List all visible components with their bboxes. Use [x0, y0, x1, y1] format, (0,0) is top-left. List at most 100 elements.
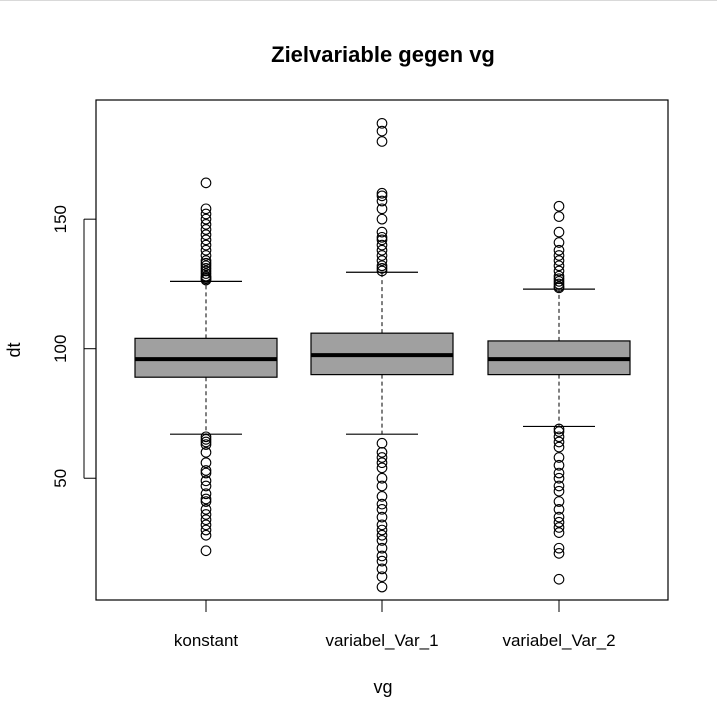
outlier-point — [200, 255, 212, 266]
outlier-point — [553, 459, 565, 471]
outlier-point — [553, 250, 565, 261]
outlier-point — [553, 244, 565, 256]
outlier-point — [376, 457, 388, 469]
outlier-point — [200, 250, 212, 261]
outlier-point — [376, 452, 388, 463]
outlier-point — [376, 519, 388, 531]
outlier-point — [553, 237, 565, 248]
outlier-point — [553, 511, 565, 523]
outlier-point — [376, 581, 388, 593]
outlier-point — [553, 255, 565, 266]
outlier-point — [200, 229, 212, 241]
outlier-point — [200, 208, 212, 220]
outlier-point — [200, 224, 212, 235]
outlier-point — [376, 563, 388, 575]
outlier-point — [376, 511, 388, 523]
outlier-point — [200, 239, 212, 251]
x-tick-label: variabel_Var_1 — [325, 631, 438, 650]
x-tick-label: konstant — [174, 631, 239, 650]
outlier-point — [553, 273, 565, 285]
outlier-point — [553, 426, 565, 437]
outlier-point — [553, 265, 565, 277]
outlier-point — [200, 177, 212, 189]
outlier-point — [200, 257, 212, 269]
outlier-point — [200, 203, 212, 215]
outlier-point — [200, 503, 212, 515]
outlier-point — [200, 234, 212, 246]
outlier-point — [200, 514, 212, 526]
outlier-point — [553, 260, 565, 272]
outlier-point — [200, 213, 212, 225]
outlier-point — [553, 423, 565, 435]
y-tick-label: 50 — [51, 469, 70, 488]
outlier-point — [553, 275, 565, 287]
outlier-point — [553, 542, 565, 554]
outlier-point — [200, 529, 212, 541]
outlier-point — [376, 555, 388, 567]
outlier-point — [553, 226, 565, 238]
outlier-point — [376, 535, 388, 546]
outlier-point — [553, 467, 565, 479]
outlier-point — [376, 542, 388, 554]
outlier-point — [376, 462, 388, 474]
outlier-point — [553, 503, 565, 515]
outlier-point — [376, 226, 388, 238]
outlier-point — [553, 270, 565, 282]
outlier-point — [553, 200, 565, 212]
outlier-point — [200, 439, 212, 450]
outlier-point — [553, 485, 565, 497]
outlier-point — [376, 263, 388, 274]
outlier-point — [200, 509, 212, 520]
outlier-point — [200, 244, 212, 256]
outlier-point — [376, 472, 388, 484]
outlier-point — [200, 467, 212, 479]
outlier-point — [553, 496, 565, 507]
outlier-point — [553, 281, 565, 292]
outlier-point — [200, 524, 212, 536]
outlier-point — [376, 117, 388, 129]
outlier-point — [376, 203, 388, 215]
outlier-point — [200, 265, 212, 277]
outlier-point — [200, 270, 212, 282]
outlier-point — [553, 480, 565, 492]
outlier-point — [376, 446, 388, 458]
box-series — [134, 117, 631, 593]
x-axis-label: vg — [373, 677, 392, 697]
outlier-point — [376, 190, 388, 202]
outlier-point — [376, 213, 388, 225]
outlier-point — [376, 571, 388, 583]
outlier-point — [376, 503, 388, 515]
outlier-point — [200, 436, 212, 448]
outlier-point — [376, 480, 388, 492]
box-1 — [134, 177, 278, 557]
outlier-point — [200, 219, 212, 230]
x-axis: konstant variabel_Var_1 variabel_Var_2 — [174, 600, 616, 650]
outlier-point — [376, 239, 388, 251]
outlier-point — [200, 268, 212, 279]
outlier-point — [376, 195, 388, 207]
outlier-point — [376, 255, 388, 266]
y-tick-label: 100 — [51, 335, 70, 363]
outlier-point — [376, 244, 388, 256]
outlier-point — [376, 187, 388, 199]
outlier-point — [553, 573, 565, 585]
box-2 — [310, 117, 454, 593]
outlier-point — [200, 488, 212, 500]
outlier-point — [553, 516, 565, 528]
outlier-point — [200, 493, 212, 505]
outlier-point — [200, 431, 212, 443]
outlier-point — [200, 446, 212, 458]
outlier-point — [376, 250, 388, 261]
outlier-point — [553, 527, 565, 538]
outlier-point — [200, 519, 212, 531]
outlier-point — [553, 472, 565, 484]
outlier-point — [553, 452, 565, 463]
outlier-point — [376, 125, 388, 137]
top-divider — [0, 0, 717, 1]
outlier-point — [376, 231, 388, 243]
outlier-point — [376, 265, 388, 277]
outlier-point — [376, 234, 388, 246]
outlier-point — [376, 550, 388, 562]
outlier-point — [553, 441, 565, 453]
outlier-point — [200, 260, 212, 272]
